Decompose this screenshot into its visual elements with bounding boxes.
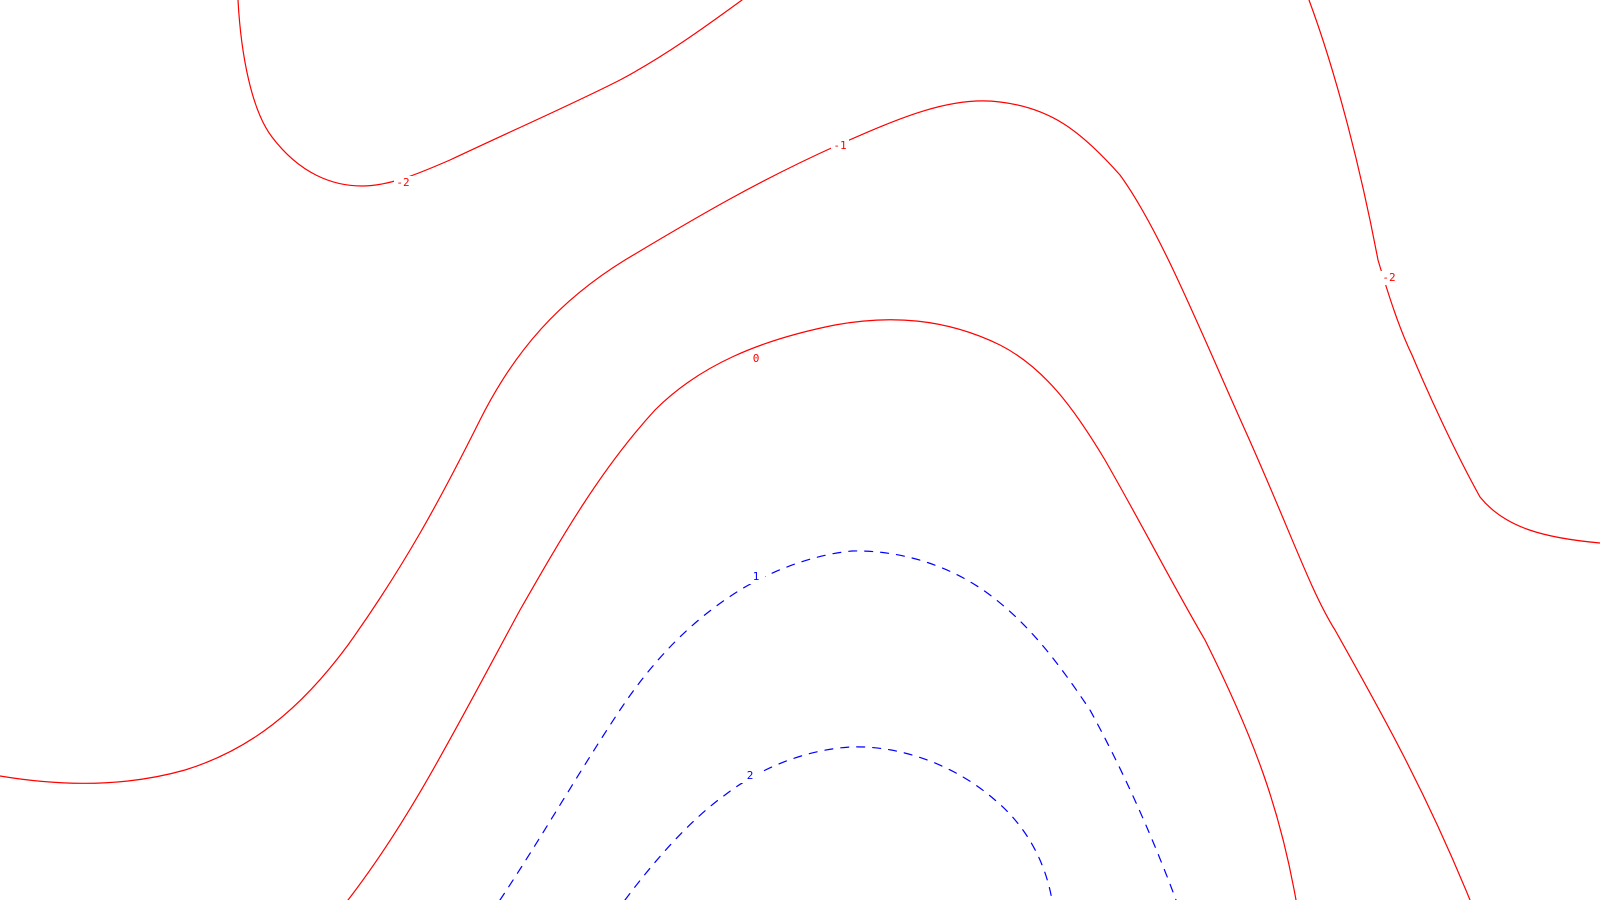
contour-label-1-0: 1 [753, 570, 760, 583]
contour-label-minus-1-0: -1 [833, 139, 846, 152]
contour-label-minus-2-0: -2 [1382, 271, 1395, 284]
contour-line-1 [499, 550, 1177, 900]
contour-label-background [747, 352, 765, 366]
contour-line-0 [347, 319, 1297, 900]
contour-labels: -2 -2 -1 0 1 2 [394, 139, 1398, 783]
contour-label-background [741, 769, 759, 783]
contour-label-background [394, 176, 412, 190]
contour-label-background [1380, 271, 1398, 285]
contour-line-minus-2-right [1308, 0, 1600, 544]
contour-line-minus-2-upper-left [237, 0, 743, 187]
contour-label-background [747, 570, 765, 584]
contour-line-2 [624, 746, 1053, 900]
contour-label-minus-2-0: -2 [396, 176, 409, 189]
contour-label-0-0: 0 [753, 352, 760, 365]
contour-label-2-0: 2 [747, 769, 754, 782]
contour-label-background [831, 139, 849, 153]
